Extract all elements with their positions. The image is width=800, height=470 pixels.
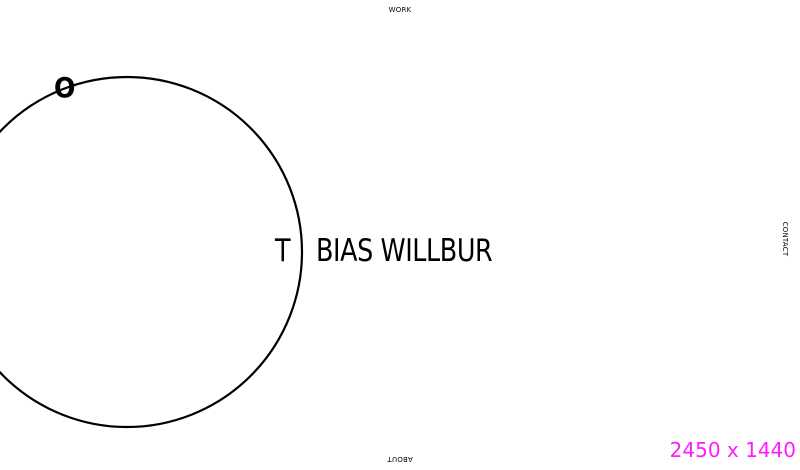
name-rest: BIAS WILLBUR xyxy=(316,233,493,269)
nav-work-link[interactable]: WORK xyxy=(388,6,412,14)
name-letter-t: T xyxy=(275,233,291,269)
nav-about-link[interactable]: ABOUT xyxy=(387,455,413,463)
dimensions-label: 2450 x 1440 xyxy=(669,438,796,462)
orbit-letter-o: O xyxy=(54,71,76,104)
nav-contact-link[interactable]: CONTACT xyxy=(781,221,789,257)
